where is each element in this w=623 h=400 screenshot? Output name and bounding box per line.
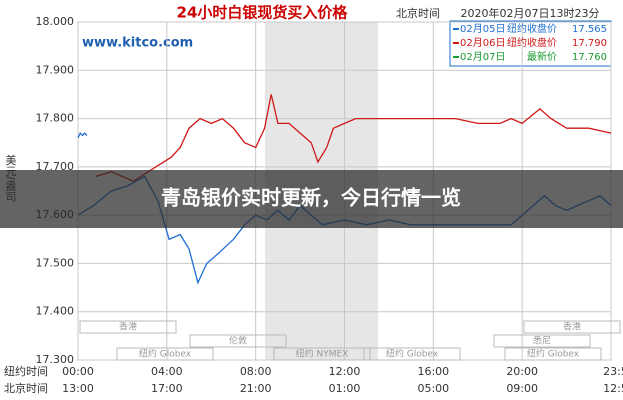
x-tick-label: 20:00 <box>506 365 538 378</box>
market-label: 悉尼 <box>533 335 551 347</box>
market-label: 伦敦 <box>229 335 247 347</box>
market-box <box>79 320 177 334</box>
market-label: 纽约 NYMEX <box>296 348 349 360</box>
timestamp: 2020年02月07日13时23分 <box>461 6 600 20</box>
banner-title: 青岛银价实时更新，今日行情一览 <box>161 186 461 210</box>
x2-tick-label: 13:00 <box>62 382 94 395</box>
legend-label: 最新价 <box>527 50 557 63</box>
x-row-label: 纽约时间 <box>4 364 48 378</box>
market-box <box>523 320 621 334</box>
x2-tick-label: 01:00 <box>329 382 361 395</box>
x2-tick-label: 21:00 <box>240 382 272 395</box>
time-zone-label: 北京时间 <box>396 6 440 20</box>
price-line <box>77 131 88 139</box>
x-tick-label: 04:00 <box>151 365 183 378</box>
y-tick-label: 18.000 <box>36 15 75 28</box>
market-label: 纽约 Globex <box>139 348 192 360</box>
market-box <box>273 347 371 361</box>
y-tick-label: 17.500 <box>36 256 75 269</box>
market-box <box>504 347 602 361</box>
market-box <box>116 347 214 361</box>
x-tick-label: 12:00 <box>329 365 361 378</box>
market-box <box>493 334 591 348</box>
x2-tick-label: 05:00 <box>417 382 449 395</box>
chart-title: 24小时白银现货买入价格 <box>177 4 349 22</box>
legend-label: 纽约收盘价 <box>507 36 557 49</box>
x-tick-label: 00:00 <box>62 365 94 378</box>
banner-band <box>0 170 623 228</box>
x2-row-label: 北京时间 <box>4 381 48 395</box>
market-label: 纽约 Globex <box>386 348 439 360</box>
y-tick-label: 17.700 <box>36 160 75 173</box>
legend-label: 纽约收盘价 <box>507 22 557 35</box>
x-tick-label: 08:00 <box>240 365 272 378</box>
legend-name: 02月07日 <box>460 51 505 63</box>
watermark: www.kitco.com <box>82 36 193 51</box>
y-tick-label: 17.300 <box>36 353 75 366</box>
legend-value: 17.565 <box>572 24 607 35</box>
y-tick-label: 17.800 <box>36 112 75 125</box>
x-tick-label: 23:59 <box>603 365 623 378</box>
legend-name: 02月06日 <box>460 37 505 49</box>
market-label: 香港 <box>563 321 581 333</box>
market-box <box>363 347 461 361</box>
x2-tick-label: 17:00 <box>151 382 183 395</box>
x-tick-label: 16:00 <box>417 365 449 378</box>
y-tick-label: 17.400 <box>36 305 75 318</box>
market-box <box>189 334 287 348</box>
legend-value: 17.790 <box>572 38 607 49</box>
market-label: 纽约 Globex <box>527 348 580 360</box>
market-label: 香港 <box>119 321 137 333</box>
legend-name: 02月05日 <box>460 23 505 35</box>
y-tick-label: 17.900 <box>36 63 75 76</box>
x2-tick-label: 12:59 <box>603 382 623 395</box>
legend-value: 17.760 <box>572 52 607 63</box>
x2-tick-label: 09:00 <box>506 382 538 395</box>
price-line <box>95 94 612 183</box>
